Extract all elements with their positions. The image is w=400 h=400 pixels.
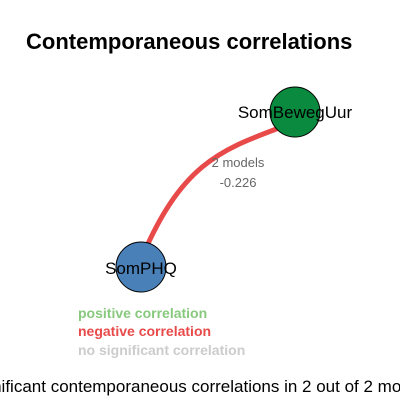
legend-positive: positive correlation <box>78 305 207 321</box>
node-label-somphq: SomPHQ <box>105 259 177 278</box>
node-sombeweguur <box>269 86 321 138</box>
node-somphq <box>115 241 167 293</box>
legend-not-significant: no significant correlation <box>78 342 245 358</box>
legend-negative: negative correlation <box>78 323 211 339</box>
figure-caption: Significant contemporaneous correlations… <box>0 377 400 396</box>
figure-title: Contemporaneous correlations <box>26 29 352 54</box>
node-label-sombeweguur: SomBewegUur <box>238 103 353 122</box>
edge-label-models: 2 models <box>212 155 265 170</box>
edge-sombeweguur-somphq <box>137 125 282 265</box>
edge-label-weight: -0.226 <box>220 175 257 190</box>
